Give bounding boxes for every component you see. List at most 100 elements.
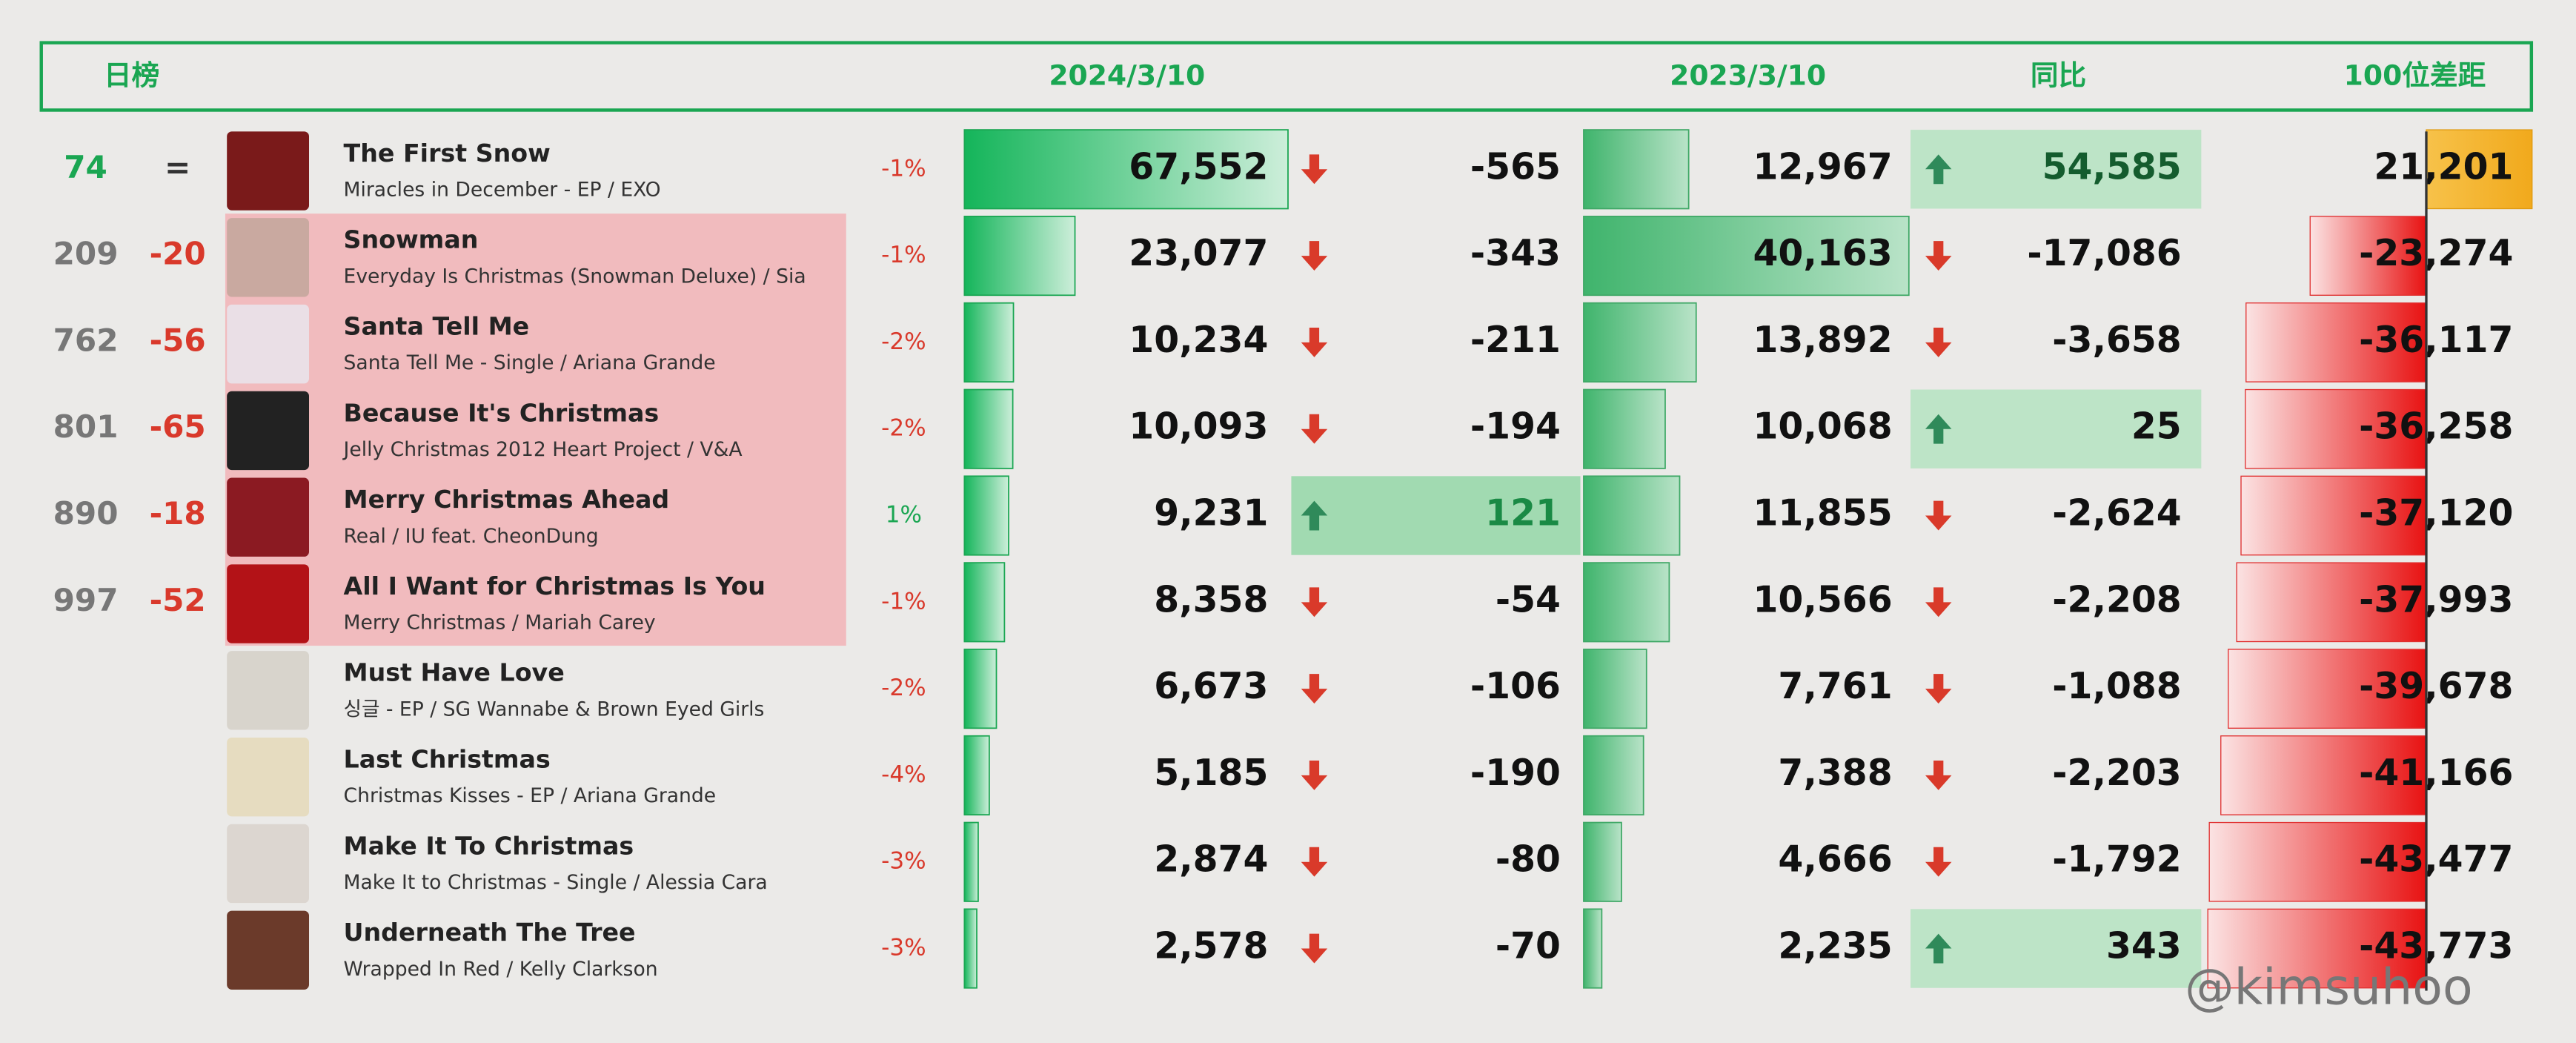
- percent-change: -2%: [881, 415, 926, 442]
- bar-2023: [1583, 475, 1681, 556]
- daily-diff: -106: [1470, 666, 1561, 707]
- yoy-value: -2,208: [2052, 579, 2181, 620]
- song-subtitle: Everyday Is Christmas (Snowman Deluxe) /…: [344, 265, 806, 288]
- plays-2023: 2,235: [1778, 926, 1892, 967]
- bar-2023: [1583, 649, 1647, 729]
- percent-change: -1%: [881, 242, 926, 268]
- song-subtitle: Christmas Kisses - EP / Ariana Grande: [344, 784, 717, 807]
- rank-change: -52: [150, 582, 206, 618]
- album-cover: [227, 824, 310, 904]
- gap-value: -37,120: [2359, 493, 2513, 534]
- yoy-value: -17,086: [2027, 233, 2181, 274]
- yoy-value: -2,624: [2052, 493, 2181, 534]
- rank-change: -65: [150, 408, 206, 445]
- rank-change: -56: [150, 322, 206, 358]
- percent-change: -2%: [881, 675, 926, 701]
- rank: 209: [53, 236, 119, 272]
- header-yoy: 同比: [2031, 59, 2086, 92]
- song-subtitle: Jelly Christmas 2012 Heart Project / V&A: [342, 438, 743, 461]
- yoy-value: 25: [2131, 406, 2182, 448]
- gap-bar: [2207, 908, 2427, 989]
- rank-change: -20: [150, 236, 206, 272]
- yoy-value: -3,658: [2052, 319, 2181, 361]
- up-arrow: [1925, 154, 1952, 185]
- percent-change: 1%: [886, 502, 922, 529]
- song-title: Underneath The Tree: [344, 918, 636, 947]
- album-cover: [227, 651, 310, 730]
- down-arrow: [1925, 241, 1952, 271]
- daily-diff: -80: [1496, 839, 1561, 881]
- rank: 890: [53, 495, 119, 532]
- bar-2023: [1583, 908, 1603, 989]
- yoy-highlight: [1911, 130, 2202, 209]
- daily-diff: -190: [1470, 752, 1561, 794]
- down-arrow: [1925, 847, 1952, 877]
- gap-bar: [2236, 562, 2427, 643]
- diff-highlight: [1291, 476, 1581, 555]
- yoy-value: 343: [2106, 926, 2182, 967]
- song-subtitle: 싱글 - EP / SG Wannabe & Brown Eyed Girls: [344, 698, 765, 721]
- plays-2023: 10,566: [1753, 579, 1893, 620]
- song-subtitle: Santa Tell Me - Single / Ariana Grande: [344, 351, 716, 374]
- gap-bar: [2220, 735, 2427, 815]
- yoy-value: -1,792: [2052, 839, 2181, 881]
- percent-change: -2%: [881, 328, 926, 355]
- song-title: Snowman: [344, 225, 479, 254]
- rank: 997: [53, 582, 119, 618]
- yoy-highlight: [1911, 909, 2202, 988]
- song-subtitle: Merry Christmas / Mariah Carey: [344, 612, 656, 635]
- percent-change: -1%: [881, 155, 926, 182]
- yoy-highlight: [1911, 389, 2202, 468]
- up-arrow: [1301, 500, 1328, 531]
- daily-diff: -343: [1470, 233, 1561, 274]
- gap-value: 21,201: [2374, 146, 2513, 188]
- song-title: Merry Christmas Ahead: [344, 485, 670, 514]
- song-subtitle: Real / IU feat. CheonDung: [344, 525, 599, 548]
- down-arrow: [1301, 327, 1328, 357]
- bar-2024: [963, 649, 997, 729]
- percent-change: -1%: [881, 588, 926, 615]
- plays-2023: 4,666: [1778, 839, 1892, 881]
- bar-2023: [1583, 821, 1622, 902]
- daily-diff: -70: [1496, 926, 1561, 967]
- down-arrow: [1301, 241, 1328, 271]
- bar-2023: [1583, 388, 1666, 469]
- bar-2024: [963, 475, 1009, 556]
- header-title: 日榜: [104, 59, 159, 92]
- plays-2024: 67,552: [1129, 146, 1268, 188]
- plays-2024: 2,874: [1154, 839, 1268, 881]
- yoy-value: -2,203: [2052, 752, 2181, 794]
- plays-2023: 7,388: [1778, 752, 1892, 794]
- plays-2023: 11,855: [1753, 493, 1893, 534]
- bar-2023: [1583, 216, 1910, 297]
- song-title: Last Christmas: [344, 744, 551, 773]
- header-box: [39, 41, 2534, 112]
- song-title: Make It To Christmas: [344, 831, 634, 860]
- daily-diff: 121: [1485, 493, 1561, 534]
- gap-bar: [2426, 129, 2533, 210]
- plays-2024: 8,358: [1154, 579, 1268, 620]
- bar-2023: [1583, 129, 1690, 210]
- bar-2024: [963, 216, 1076, 297]
- daily-diff: -194: [1470, 406, 1561, 448]
- rank: 74: [64, 149, 107, 185]
- album-cover: [227, 218, 310, 297]
- percent-change: -4%: [881, 761, 926, 788]
- gap-value: -36,117: [2359, 319, 2513, 361]
- gap-value: -43,477: [2359, 839, 2513, 881]
- gap-bar: [2245, 388, 2427, 469]
- rank-change: -18: [150, 495, 206, 532]
- song-subtitle: Miracles in December - EP / EXO: [344, 179, 661, 202]
- album-cover: [227, 304, 310, 384]
- down-arrow: [1925, 327, 1952, 357]
- bar-2024: [963, 388, 1014, 469]
- song-title: Must Have Love: [344, 658, 565, 687]
- song-title: The First Snow: [344, 139, 551, 168]
- down-arrow: [1925, 500, 1952, 531]
- gap-value: -41,166: [2359, 752, 2513, 794]
- percent-change: -3%: [881, 848, 926, 875]
- song-title: Because It's Christmas: [344, 398, 660, 427]
- gap-bar: [2245, 302, 2427, 383]
